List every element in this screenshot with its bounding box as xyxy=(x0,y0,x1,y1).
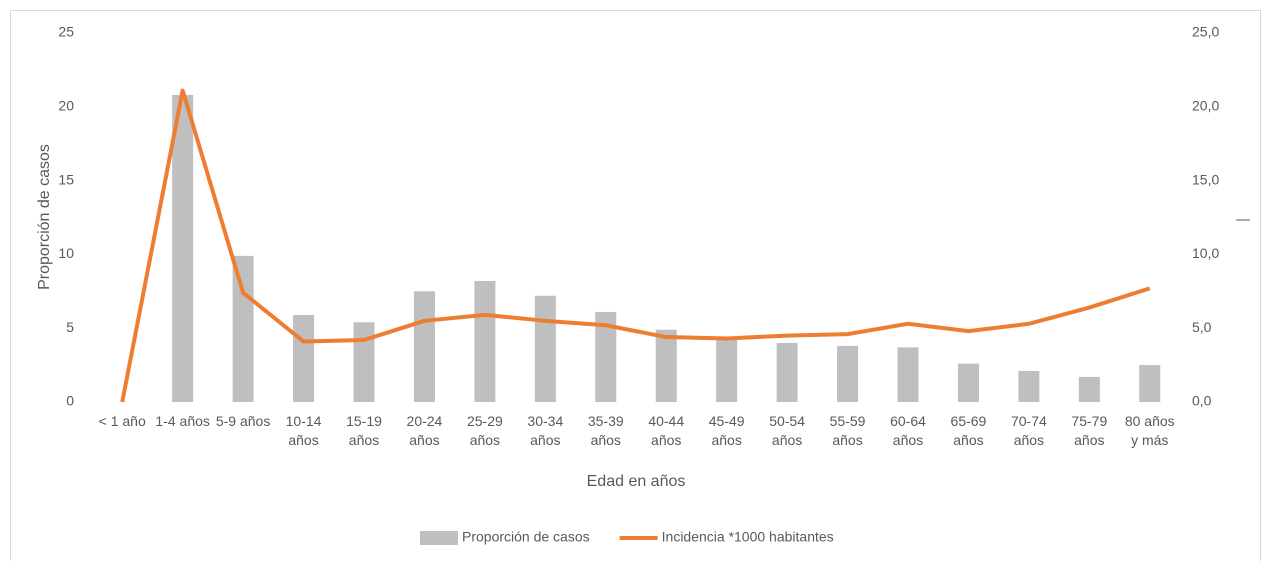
x-tick-label: 65-69 años xyxy=(950,413,987,448)
bar xyxy=(172,94,194,402)
legend-label: Proporción de casos xyxy=(462,529,590,545)
x-tick-label: 55-59 años xyxy=(829,413,866,448)
bar xyxy=(474,280,496,402)
line xyxy=(120,88,1151,403)
y2-tick-label: 20,0 xyxy=(1192,98,1219,114)
x-tick-label: 1-4 años xyxy=(155,413,210,429)
x-tick-label: 30-34 años xyxy=(527,413,564,448)
bar xyxy=(413,291,435,402)
x-tick-label: < 1 año xyxy=(98,413,146,429)
x-tick-label: 40-44 años xyxy=(648,413,685,448)
y2-tick-label: 0,0 xyxy=(1192,393,1212,409)
bar xyxy=(716,338,738,402)
x-axis-title: Edad en años xyxy=(587,473,686,490)
bar xyxy=(957,363,979,402)
bar xyxy=(1078,376,1100,402)
bar xyxy=(534,295,556,402)
y-tick-label: 0 xyxy=(66,393,74,409)
y-axis-title: Proporción de casos xyxy=(36,144,53,290)
x-tick-label: 25-29 años xyxy=(466,413,503,448)
bar xyxy=(595,311,617,402)
y-tick-label: 5 xyxy=(66,319,74,335)
x-tick-label: 5-9 años xyxy=(215,413,271,429)
y-tick-label: 10 xyxy=(58,245,74,261)
bar xyxy=(776,342,798,402)
x-tick-label: 45-49 años xyxy=(708,413,745,448)
y2-tick-label: 10,0 xyxy=(1192,245,1219,261)
y-tick-label: 25 xyxy=(58,24,74,40)
bar xyxy=(897,347,919,402)
x-tick-label: 20-24 años xyxy=(406,413,443,448)
bar xyxy=(1139,365,1161,402)
chart-border xyxy=(10,10,1261,561)
bar xyxy=(837,345,859,402)
legend-label: Incidencia *1000 habitantes xyxy=(662,529,834,545)
y2-tick-label: 5,0 xyxy=(1192,319,1212,335)
x-tick-label: 70-74 años xyxy=(1010,413,1047,448)
x-tick-label: 35-39 años xyxy=(587,413,624,448)
y2-tick-label: 25,0 xyxy=(1192,24,1219,40)
y-tick-label: 15 xyxy=(58,171,74,187)
bar xyxy=(1018,371,1040,402)
bar xyxy=(353,322,375,402)
y2-tick-label: 15,0 xyxy=(1192,171,1219,187)
x-tick-label: 10-14 años xyxy=(285,413,322,448)
x-tick-label: 80 años y más xyxy=(1124,413,1175,448)
x-tick-label: 75-79 años xyxy=(1071,413,1108,448)
y-tick-label: 20 xyxy=(58,98,74,114)
bar xyxy=(293,314,315,402)
x-tick-label: 50-54 años xyxy=(769,413,805,448)
bar xyxy=(232,255,254,402)
bar xyxy=(655,329,677,402)
legend-swatch xyxy=(420,531,458,545)
x-tick-label: 60-64 años xyxy=(890,413,926,448)
x-tick-label: 15-19 años xyxy=(346,413,382,448)
